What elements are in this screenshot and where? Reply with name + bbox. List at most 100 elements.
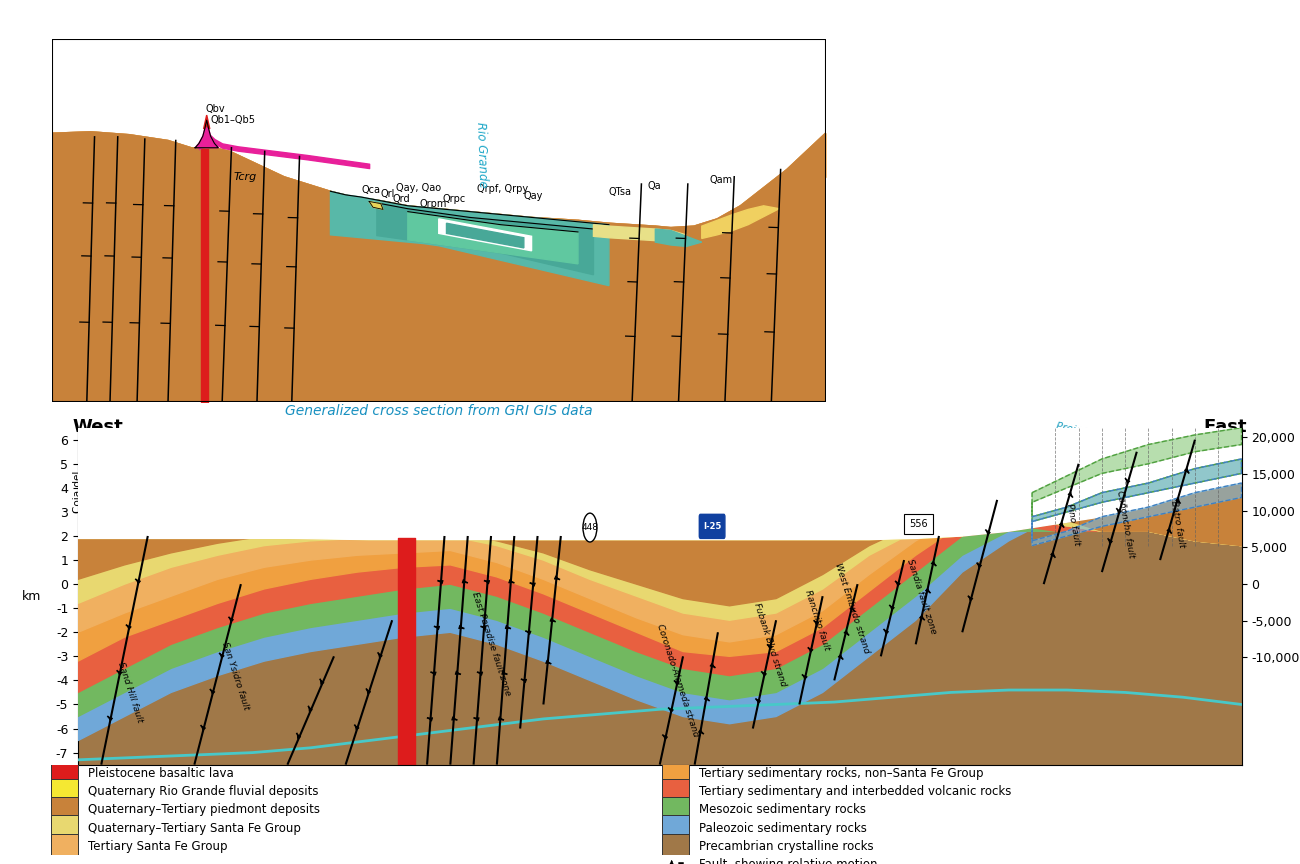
Polygon shape: [207, 148, 215, 178]
FancyBboxPatch shape: [699, 514, 725, 538]
Polygon shape: [439, 209, 454, 239]
Circle shape: [582, 513, 597, 542]
Text: East: East: [1204, 418, 1247, 436]
Polygon shape: [555, 219, 578, 250]
Bar: [903, 514, 933, 534]
Polygon shape: [78, 507, 1242, 740]
Polygon shape: [230, 151, 246, 187]
Text: Mesozoic sedimentary rocks: Mesozoic sedimentary rocks: [699, 804, 866, 816]
Text: Cañoncho fault: Cañoncho fault: [1115, 490, 1135, 558]
Polygon shape: [78, 690, 1242, 765]
Text: Qrd: Qrd: [393, 194, 410, 204]
Polygon shape: [78, 534, 962, 540]
Polygon shape: [78, 511, 1242, 661]
Polygon shape: [671, 226, 694, 257]
Text: Quaternary Rio Grande fluvial deposits: Quaternary Rio Grande fluvial deposits: [88, 785, 318, 798]
Polygon shape: [52, 132, 826, 402]
Polygon shape: [500, 214, 516, 245]
Polygon shape: [632, 225, 655, 255]
Polygon shape: [1032, 459, 1242, 546]
Polygon shape: [52, 39, 826, 227]
Polygon shape: [377, 200, 393, 232]
Text: Qrl: Qrl: [381, 189, 395, 200]
Text: Qay: Qay: [524, 192, 543, 201]
Text: Paleozoic sedimentary rocks: Paleozoic sedimentary rocks: [699, 822, 867, 835]
Text: Albuquerque
volcanoes: Albuquerque volcanoes: [367, 483, 442, 511]
Text: Sandia Mountains: Sandia Mountains: [1082, 430, 1192, 443]
Polygon shape: [78, 524, 1242, 716]
Polygon shape: [454, 210, 469, 241]
Text: 556: 556: [909, 519, 928, 529]
Text: Tcrg: Tcrg: [234, 172, 257, 181]
Polygon shape: [393, 203, 408, 235]
Polygon shape: [655, 226, 671, 257]
Bar: [662, 779, 689, 804]
Polygon shape: [191, 148, 207, 178]
Bar: [662, 816, 689, 841]
Polygon shape: [369, 201, 384, 209]
Text: Qa: Qa: [647, 181, 662, 191]
Text: Generalized cross section from GRI GIS data: Generalized cross section from GRI GIS d…: [285, 404, 593, 418]
Text: Batro fault: Batro fault: [1169, 499, 1186, 548]
Polygon shape: [78, 517, 1242, 692]
Polygon shape: [702, 206, 779, 238]
Text: West Mesa: West Mesa: [313, 442, 377, 455]
Bar: [51, 761, 78, 786]
Text: Pino fault: Pino fault: [1065, 502, 1080, 545]
Text: km: km: [22, 589, 42, 603]
Text: Tertiary sedimentary rocks, non–Santa Fe Group: Tertiary sedimentary rocks, non–Santa Fe…: [699, 767, 983, 780]
Text: Ranchito fault: Ranchito fault: [803, 589, 831, 651]
Polygon shape: [168, 141, 191, 177]
Polygon shape: [446, 223, 524, 248]
Polygon shape: [204, 115, 209, 129]
Text: Projected top of Mesozoic rocks: Projected top of Mesozoic rocks: [1056, 422, 1218, 466]
Text: Rio Grande: Rio Grande: [473, 121, 489, 187]
Polygon shape: [52, 132, 91, 162]
Bar: [662, 797, 689, 823]
Polygon shape: [78, 507, 1242, 642]
Polygon shape: [269, 169, 283, 206]
Bar: [51, 834, 78, 859]
Text: West: West: [73, 418, 124, 436]
Polygon shape: [439, 219, 532, 251]
Text: Qrpc: Qrpc: [442, 194, 465, 204]
Text: Precambrian crystalline rocks: Precambrian crystalline rocks: [699, 840, 874, 853]
Text: Tertiary sedimentary and interbedded volcanic rocks: Tertiary sedimentary and interbedded vol…: [699, 785, 1011, 798]
Polygon shape: [578, 220, 593, 251]
Bar: [51, 816, 78, 841]
Polygon shape: [593, 222, 608, 252]
Text: San Ysidro fault: San Ysidro fault: [220, 640, 251, 711]
Text: Qrpm: Qrpm: [420, 200, 447, 209]
Polygon shape: [469, 212, 485, 242]
Polygon shape: [78, 507, 1242, 765]
Polygon shape: [786, 148, 810, 199]
Text: Quaternary–Tertiary Santa Fe Group: Quaternary–Tertiary Santa Fe Group: [88, 822, 300, 835]
Text: East Heights
fault zone: East Heights fault zone: [820, 440, 894, 467]
Text: Coja del
Rio Puerco: Coja del Rio Puerco: [73, 464, 95, 519]
Polygon shape: [593, 225, 686, 242]
Text: East Paradise fault zone: East Paradise fault zone: [471, 591, 512, 697]
Polygon shape: [195, 120, 218, 148]
Polygon shape: [1032, 428, 1242, 522]
Text: Quaternary–Tertiary piedmont deposits: Quaternary–Tertiary piedmont deposits: [88, 804, 320, 816]
Polygon shape: [655, 229, 702, 246]
Text: Fault, showing relative motion: Fault, showing relative motion: [699, 858, 878, 864]
Text: West Embudo strand: West Embudo strand: [833, 562, 871, 655]
Polygon shape: [78, 500, 1242, 620]
Polygon shape: [330, 191, 354, 226]
Text: Qam: Qam: [710, 175, 733, 186]
Text: Inner valley: Inner valley: [625, 467, 694, 480]
Bar: [51, 779, 78, 804]
Polygon shape: [307, 184, 330, 220]
Text: Qrpf, Qrpy: Qrpf, Qrpy: [477, 184, 529, 194]
Polygon shape: [214, 148, 230, 181]
Polygon shape: [330, 191, 608, 286]
Text: Llano de Albuquerque: Llano de Albuquerque: [107, 442, 235, 455]
Text: Rio Grande valley: Rio Grande valley: [607, 454, 712, 467]
Text: Qbv: Qbv: [205, 104, 225, 114]
Polygon shape: [810, 133, 826, 177]
Text: Tertiary Santa Fe Group: Tertiary Santa Fe Group: [88, 840, 227, 853]
Text: Qb1–Qb5: Qb1–Qb5: [211, 115, 256, 124]
Text: Sand Hill fault: Sand Hill fault: [116, 661, 144, 724]
Text: Sandia fault zone: Sandia fault zone: [905, 557, 937, 635]
